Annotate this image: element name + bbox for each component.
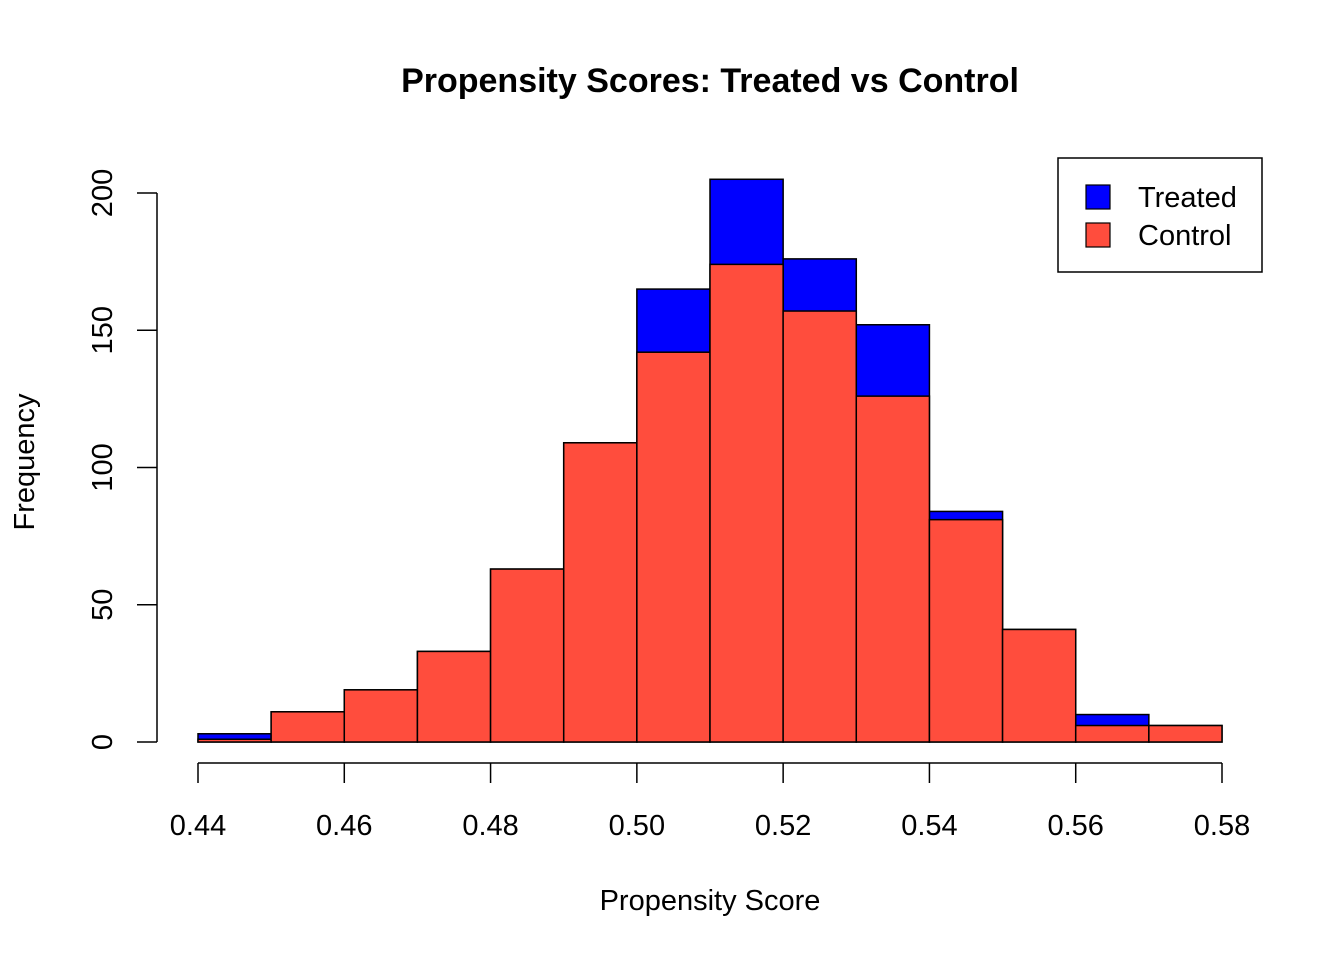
chart-title: Propensity Scores: Treated vs Control xyxy=(401,62,1019,100)
bar-control-10 xyxy=(928,518,1004,743)
bar-control-4 xyxy=(489,568,565,743)
bars-layer xyxy=(197,178,1223,743)
x-axis: 0.44 0.46 0.48 0.50 0.52 0.54 0.56 0.58 xyxy=(170,762,1250,842)
x-tick-label-1: 0.46 xyxy=(316,810,372,842)
x-tick-label-7: 0.58 xyxy=(1194,810,1250,842)
x-tick-label-0: 0.44 xyxy=(170,810,226,842)
y-tick-label-3: 150 xyxy=(87,306,119,354)
bar-control-9 xyxy=(855,395,931,743)
legend: Treated Control xyxy=(1057,157,1263,273)
bar-control-2 xyxy=(343,689,419,743)
bar-control-7 xyxy=(709,263,784,743)
legend-label-treated: Treated xyxy=(1138,182,1237,214)
y-tick-label-2: 100 xyxy=(87,443,119,491)
bar-control-11 xyxy=(1001,628,1077,743)
x-tick-label-2: 0.48 xyxy=(462,810,518,842)
bar-control-8 xyxy=(782,310,858,743)
x-tick-label-6: 0.56 xyxy=(1047,810,1103,842)
legend-swatch-control xyxy=(1085,222,1111,248)
bar-control-13 xyxy=(1148,724,1223,743)
x-tick-label-3: 0.50 xyxy=(609,810,665,842)
y-tick-label-0: 0 xyxy=(87,734,119,750)
bar-control-5 xyxy=(562,442,638,743)
legend-swatch-treated xyxy=(1085,184,1111,210)
bar-control-6 xyxy=(636,351,711,743)
y-axis-label: Frequency xyxy=(9,393,41,531)
bar-control-0 xyxy=(197,738,272,743)
y-axis: 0 50 100 150 200 xyxy=(87,169,158,750)
x-axis-label: Propensity Score xyxy=(600,885,821,917)
x-tick-label-5: 0.54 xyxy=(901,810,957,842)
bar-control-3 xyxy=(416,650,492,743)
legend-box xyxy=(1057,157,1263,273)
y-tick-label-4: 200 xyxy=(87,169,119,217)
y-tick-label-1: 50 xyxy=(87,589,119,621)
bar-control-1 xyxy=(270,711,346,743)
x-tick-label-4: 0.52 xyxy=(755,810,811,842)
bar-control-12 xyxy=(1074,724,1150,743)
legend-label-control: Control xyxy=(1138,220,1232,252)
